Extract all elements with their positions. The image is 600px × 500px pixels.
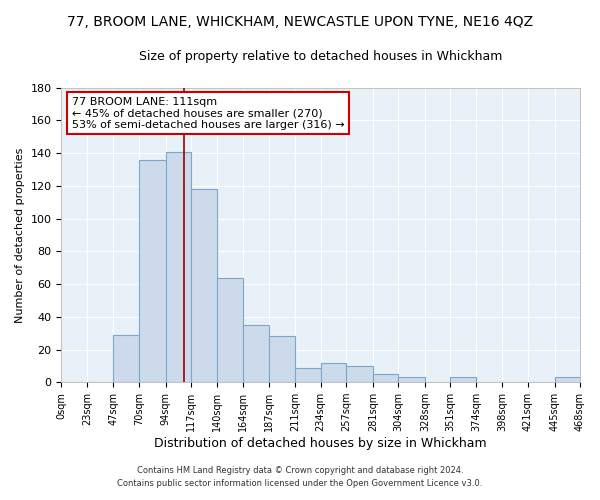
Y-axis label: Number of detached properties: Number of detached properties bbox=[15, 148, 25, 322]
Bar bbox=[554, 378, 580, 382]
Bar bbox=[451, 378, 476, 382]
Bar bbox=[191, 189, 217, 382]
Bar bbox=[321, 362, 346, 382]
Bar bbox=[166, 152, 191, 382]
Bar bbox=[373, 374, 398, 382]
Text: 77, BROOM LANE, WHICKHAM, NEWCASTLE UPON TYNE, NE16 4QZ: 77, BROOM LANE, WHICKHAM, NEWCASTLE UPON… bbox=[67, 15, 533, 29]
Bar bbox=[139, 160, 166, 382]
X-axis label: Distribution of detached houses by size in Whickham: Distribution of detached houses by size … bbox=[154, 437, 487, 450]
Bar bbox=[217, 278, 243, 382]
Bar bbox=[398, 378, 425, 382]
Bar bbox=[113, 335, 139, 382]
Text: 77 BROOM LANE: 111sqm
← 45% of detached houses are smaller (270)
53% of semi-det: 77 BROOM LANE: 111sqm ← 45% of detached … bbox=[72, 96, 344, 130]
Bar bbox=[243, 325, 269, 382]
Bar bbox=[295, 368, 321, 382]
Bar bbox=[269, 336, 295, 382]
Text: Contains HM Land Registry data © Crown copyright and database right 2024.
Contai: Contains HM Land Registry data © Crown c… bbox=[118, 466, 482, 487]
Bar bbox=[346, 366, 373, 382]
Title: Size of property relative to detached houses in Whickham: Size of property relative to detached ho… bbox=[139, 50, 502, 63]
